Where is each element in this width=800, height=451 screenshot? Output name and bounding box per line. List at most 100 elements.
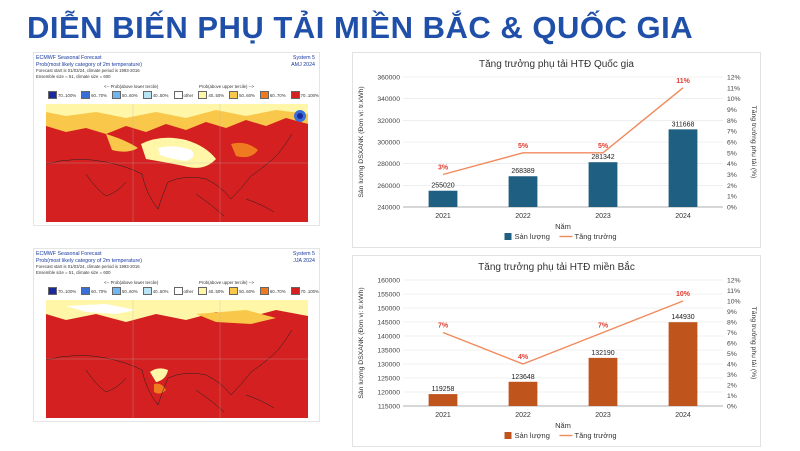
y2-tick-label: 5%	[727, 351, 737, 358]
bar-value-label: 144930	[671, 314, 694, 321]
legend-label: other	[183, 92, 194, 98]
map-legend: 70..100% 60..70% 50..60% 40..50% other 40..50…	[48, 91, 324, 99]
chart-title: Tăng trưởng phụ tải HTĐ miền Bắc	[478, 260, 635, 273]
y2-tick-label: 12%	[727, 75, 741, 82]
map-period: AMJ 2024	[291, 62, 315, 68]
y2-axis-title: Tăng trưởng phụ tải (%)	[750, 307, 758, 380]
growth-label: 7%	[598, 323, 609, 330]
forecast-map-jja: ECMWF Seasonal Forecast Prob(most likely…	[33, 248, 320, 422]
growth-label: 3%	[438, 165, 449, 172]
legend-label: 40..50%	[208, 288, 225, 294]
y2-tick-label: 0%	[727, 205, 737, 212]
x-tick-label: 2023	[595, 213, 611, 220]
legend-bar-swatch	[504, 233, 512, 240]
y2-tick-label: 9%	[727, 107, 737, 114]
page-title: DIỄN BIẾN PHỤ TẢI MIỀN BẮC & QUỐC GIA	[27, 10, 694, 45]
map-ensemble: Ensemble size = 51, climate size = 600	[36, 269, 111, 275]
map-system: System 5	[292, 251, 315, 257]
y-tick-label: 340000	[377, 96, 400, 103]
map-variable: Prob(most likely category of 2m temperat…	[36, 257, 142, 264]
x-tick-label: 2022	[515, 412, 531, 419]
legend-swatch	[173, 287, 183, 295]
y-tick-label: 130000	[377, 362, 400, 369]
bar-value-label: 268389	[511, 168, 534, 175]
y-tick-label: 120000	[377, 390, 400, 397]
legend-label: 60..70%	[91, 288, 107, 294]
legend-label: 60..70%	[269, 92, 286, 98]
y2-tick-label: 1%	[727, 194, 737, 201]
map-above-label: Prob(above upper tercile) -->	[199, 280, 255, 285]
x-tick-label: 2021	[435, 213, 451, 220]
growth-label: 5%	[518, 143, 529, 150]
bar-2023	[588, 357, 618, 406]
temperature-probability-map	[46, 104, 308, 222]
bar-2023	[588, 162, 618, 207]
y-tick-label: 320000	[377, 118, 400, 125]
legend-label: 60..70%	[269, 288, 286, 294]
y-tick-label: 160000	[377, 278, 400, 285]
x-axis-title: Năm	[555, 222, 571, 231]
legend-swatch	[81, 287, 91, 295]
map-central-asia	[106, 134, 138, 152]
y-tick-label: 135000	[377, 348, 400, 355]
map-header: ECMWF Seasonal Forecast Prob(most likely…	[36, 55, 317, 79]
y2-tick-label: 4%	[727, 161, 737, 168]
north-load-chart-panel: Tăng trưởng phụ tải HTĐ miền Bắc 115000 12…	[352, 255, 761, 447]
bar-2024	[668, 322, 698, 406]
x-axis-title: Năm	[555, 421, 571, 430]
y-tick-label: 300000	[377, 140, 400, 147]
legend-swatch	[142, 91, 152, 99]
legend-swatch	[48, 287, 57, 295]
growth-line	[442, 87, 684, 176]
legend-label: 70..100%	[58, 92, 77, 98]
legend-label: 50..60%	[239, 92, 255, 98]
bar-2024	[668, 129, 698, 207]
map-source: ECMWF Seasonal Forecast	[36, 251, 102, 257]
legend-label: other	[183, 288, 194, 294]
map-india-region	[150, 368, 168, 382]
x-tick-label: 2021	[435, 412, 451, 419]
y-tick-label: 115000	[378, 404, 400, 411]
growth-label: 10%	[676, 291, 691, 298]
y2-tick-label: 7%	[727, 330, 737, 337]
map-forecast-start: Forecast start is 01/03/24, climate peri…	[36, 68, 140, 74]
map-below-label: <-- Prob(above lower tercile)	[104, 84, 159, 89]
legend-label: 70..100%	[300, 92, 319, 98]
growth-label: 4%	[518, 354, 529, 361]
north-load-chart: Tăng trưởng phụ tải HTĐ miền Bắc 115000 12…	[358, 260, 758, 440]
x-tick-label: 2022	[515, 213, 531, 220]
growth-label: 5%	[598, 143, 609, 150]
legend-swatch	[142, 287, 152, 295]
y2-tick-label: 1%	[727, 393, 737, 400]
legend-swatch	[259, 91, 269, 99]
x-tick-label: 2024	[675, 213, 691, 220]
legend-swatch	[229, 287, 239, 295]
y2-tick-label: 12%	[727, 278, 741, 285]
y2-tick-label: 8%	[727, 320, 737, 327]
y2-tick-label: 11%	[727, 85, 740, 92]
bar-2021	[428, 190, 458, 207]
y2-tick-label: 6%	[727, 140, 737, 147]
y2-tick-label: 2%	[727, 183, 737, 190]
y2-tick-label: 4%	[727, 362, 737, 369]
bar-value-label: 119258	[432, 386, 455, 393]
map-neutral-region	[66, 304, 136, 314]
y-tick-label: 145000	[377, 320, 400, 327]
map-header: ECMWF Seasonal Forecast Prob(most likely…	[36, 251, 317, 275]
legend-line-label: Tăng trưởng	[575, 431, 617, 440]
map-variable: Prob(most likely category of 2m temperat…	[36, 61, 142, 68]
map-source: ECMWF Seasonal Forecast	[36, 55, 102, 61]
y2-tick-label: 5%	[727, 150, 737, 157]
map-east-band	[196, 310, 276, 324]
growth-line	[442, 300, 684, 365]
legend-swatch	[229, 91, 239, 99]
legend-line-label: Tăng trưởng	[575, 232, 617, 241]
legend-swatch	[198, 91, 208, 99]
legend-swatch	[259, 287, 269, 295]
y2-axis-title: Tăng trưởng phụ tải (%)	[750, 106, 758, 179]
map-forecast-start: Forecast start is 01/03/24, climate peri…	[36, 264, 140, 270]
y2-tick-label: 3%	[727, 372, 737, 379]
y-axis-title: Sản lượng DSXANK (Đơn vị: tr.kWh)	[358, 287, 365, 398]
legend-swatch	[290, 91, 300, 99]
y-axis-title: Sản lượng DSXANK (Đơn vị: tr.kWh)	[358, 86, 365, 197]
